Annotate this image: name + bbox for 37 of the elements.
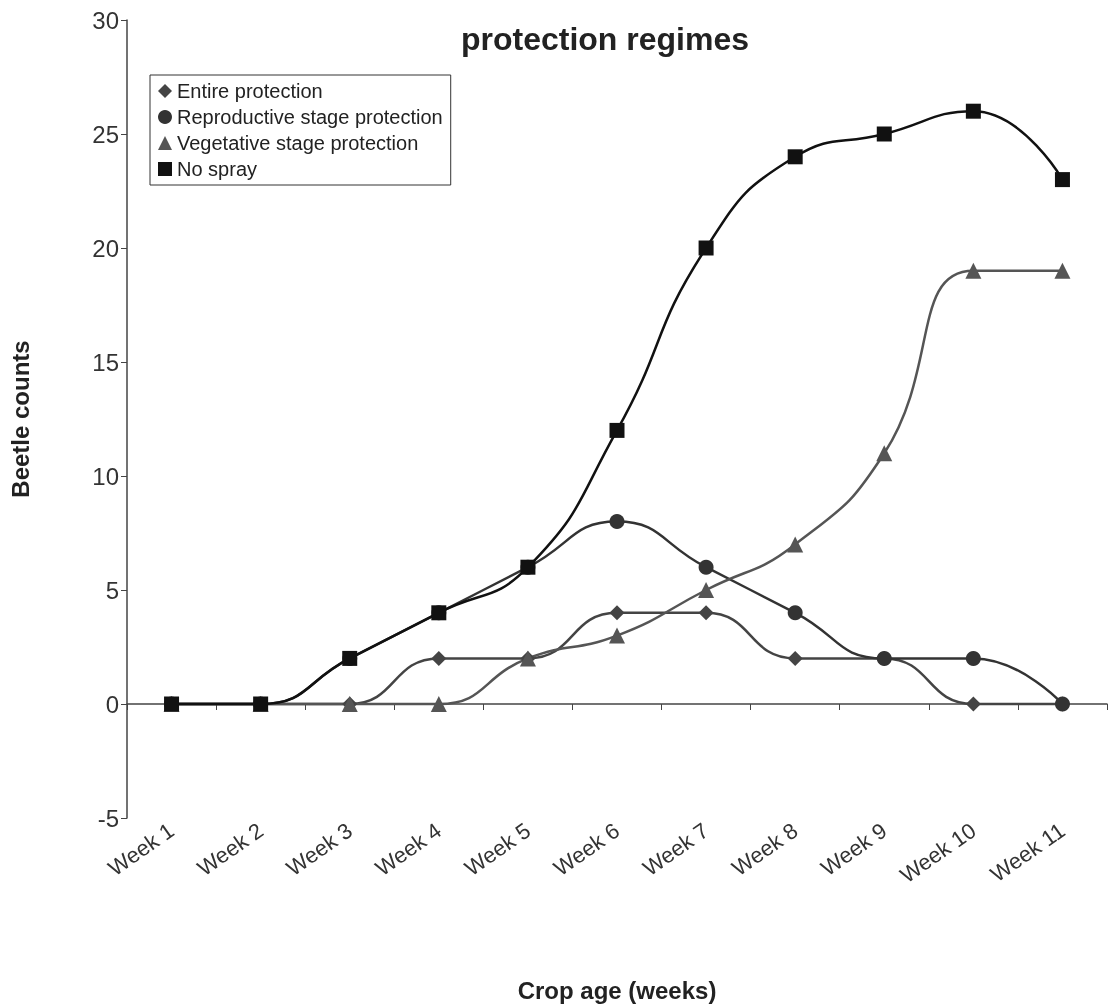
point (609, 514, 625, 530)
legend-label: No spray (177, 158, 258, 180)
y-tick-label: 0 (105, 690, 119, 718)
point (1054, 172, 1070, 188)
legend-label: Entire protection (177, 80, 323, 102)
point (965, 696, 981, 712)
y-tick-label: 10 (92, 462, 119, 490)
y-tick-label: 30 (92, 6, 119, 34)
y-axis-title: Beetle counts (6, 340, 34, 498)
point (876, 445, 893, 462)
y-tick-label: 5 (105, 576, 119, 604)
point (965, 103, 981, 119)
y-tick-label: -5 (97, 804, 119, 832)
point (787, 536, 804, 553)
point (609, 605, 625, 621)
point (787, 149, 803, 165)
x-axis-title: Crop age (weeks) (517, 976, 717, 1004)
point (698, 582, 715, 598)
point (787, 650, 803, 666)
point (431, 650, 447, 666)
chart-title: protection regimes (460, 21, 750, 57)
point (698, 240, 714, 256)
point (609, 627, 625, 644)
y-tick-label: 25 (92, 120, 119, 148)
point (609, 422, 625, 438)
point (698, 605, 714, 621)
y-tick-label: 15 (92, 348, 119, 376)
legend-label: Vegetative stage protection (177, 132, 419, 154)
point (965, 262, 982, 279)
point (1054, 262, 1071, 279)
point (876, 126, 892, 142)
point (430, 696, 447, 712)
legend-label: Reproductive stage protection (177, 106, 443, 128)
y-tick-label: 20 (92, 234, 119, 262)
point (787, 605, 803, 621)
point (965, 650, 981, 666)
point (698, 559, 714, 575)
